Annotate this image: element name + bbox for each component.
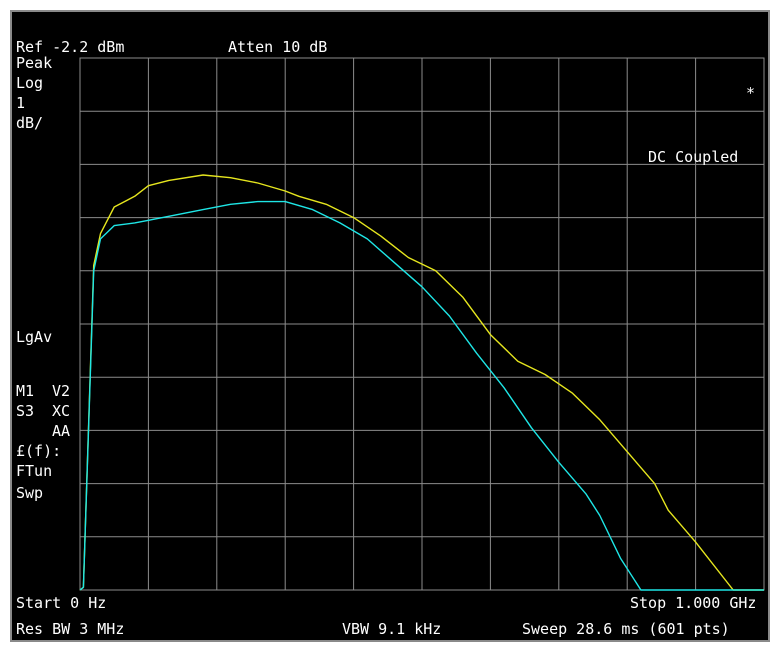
trace-m1: M1 [16,382,35,400]
attenuation: Atten 10 dB [228,38,328,56]
traces [79,174,764,591]
trace-s3: S3 [16,402,35,420]
ref-level: Ref -2.2 dBm [16,38,125,56]
function-label: £(f): [16,442,62,460]
trace-line-2 [79,200,764,591]
analyzer-screen: Ref -2.2 dBm Atten 10 dB Peak Log 1 dB/ … [10,10,770,642]
start-frequency: Start 0 Hz [16,594,107,612]
scale-value: 1 [16,94,26,112]
swp-label: Swp [16,484,44,502]
scale-type: Log [16,74,44,92]
trace-aa: AA [52,422,71,440]
spectrum-display [79,57,765,591]
detector-mode: Peak [16,54,53,72]
asterisk-indicator: * [746,84,756,102]
average-type: LgAv [16,328,53,346]
trace-v2: V2 [52,382,71,400]
scale-unit: dB/ [16,114,44,132]
video-bandwidth: VBW 9.1 kHz [342,620,442,638]
dc-coupled-label: DC Coupled [648,148,739,166]
ftun-label: FTun [16,462,53,480]
trace-xc: XC [52,402,71,420]
resolution-bandwidth: Res BW 3 MHz [16,620,125,638]
sweep-time: Sweep 28.6 ms (601 pts) [522,620,730,638]
graticule [79,57,765,591]
stop-frequency: Stop 1.000 GHz [630,594,757,612]
trace-line-1 [79,174,764,591]
